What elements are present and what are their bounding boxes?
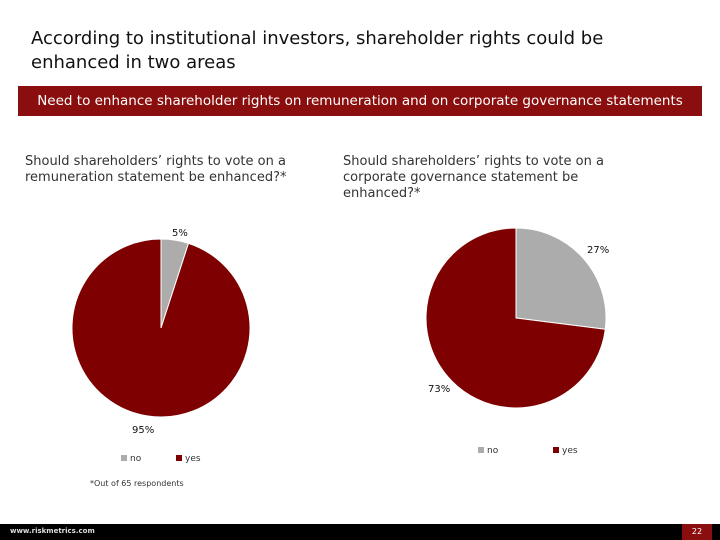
slice-label-no: 27% <box>587 245 609 256</box>
legend-label-no: no <box>130 454 142 464</box>
pie-slice-yes <box>425 227 606 409</box>
legend-swatch-yes <box>176 455 182 461</box>
slice-label-no: 5% <box>172 228 188 239</box>
pie-chart-governance: 27% 73% no yes <box>425 227 609 456</box>
legend-label-no: no <box>487 446 499 456</box>
page-number: 22 <box>682 524 712 540</box>
chart-1-title: Should shareholders’ rights to vote on a… <box>25 154 287 185</box>
footnote: *Out of 65 respondents <box>90 479 184 488</box>
legend-swatch-no <box>121 455 127 461</box>
footer-url-link[interactable]: www.riskmetrics.com <box>10 527 95 535</box>
section-banner: Need to enhance shareholder rights on re… <box>18 86 702 116</box>
pie-slice-yes <box>71 238 251 418</box>
legend: no yes <box>478 446 578 456</box>
page-title: According to institutional investors, sh… <box>31 28 604 73</box>
pie-chart-remuneration: 5% 95% no yes <box>71 228 251 464</box>
pie-slice-no <box>515 227 607 330</box>
legend-swatch-no <box>478 447 484 453</box>
slice-label-yes: 73% <box>428 384 450 395</box>
legend: no yes <box>121 454 201 464</box>
legend-label-yes: yes <box>185 454 201 464</box>
slice-label-yes: 95% <box>132 425 154 436</box>
chart-2-title: Should shareholders’ rights to vote on a… <box>343 154 604 201</box>
legend-swatch-yes <box>553 447 559 453</box>
footer-bar: www.riskmetrics.com 22 <box>0 524 720 540</box>
legend-label-yes: yes <box>562 446 578 456</box>
